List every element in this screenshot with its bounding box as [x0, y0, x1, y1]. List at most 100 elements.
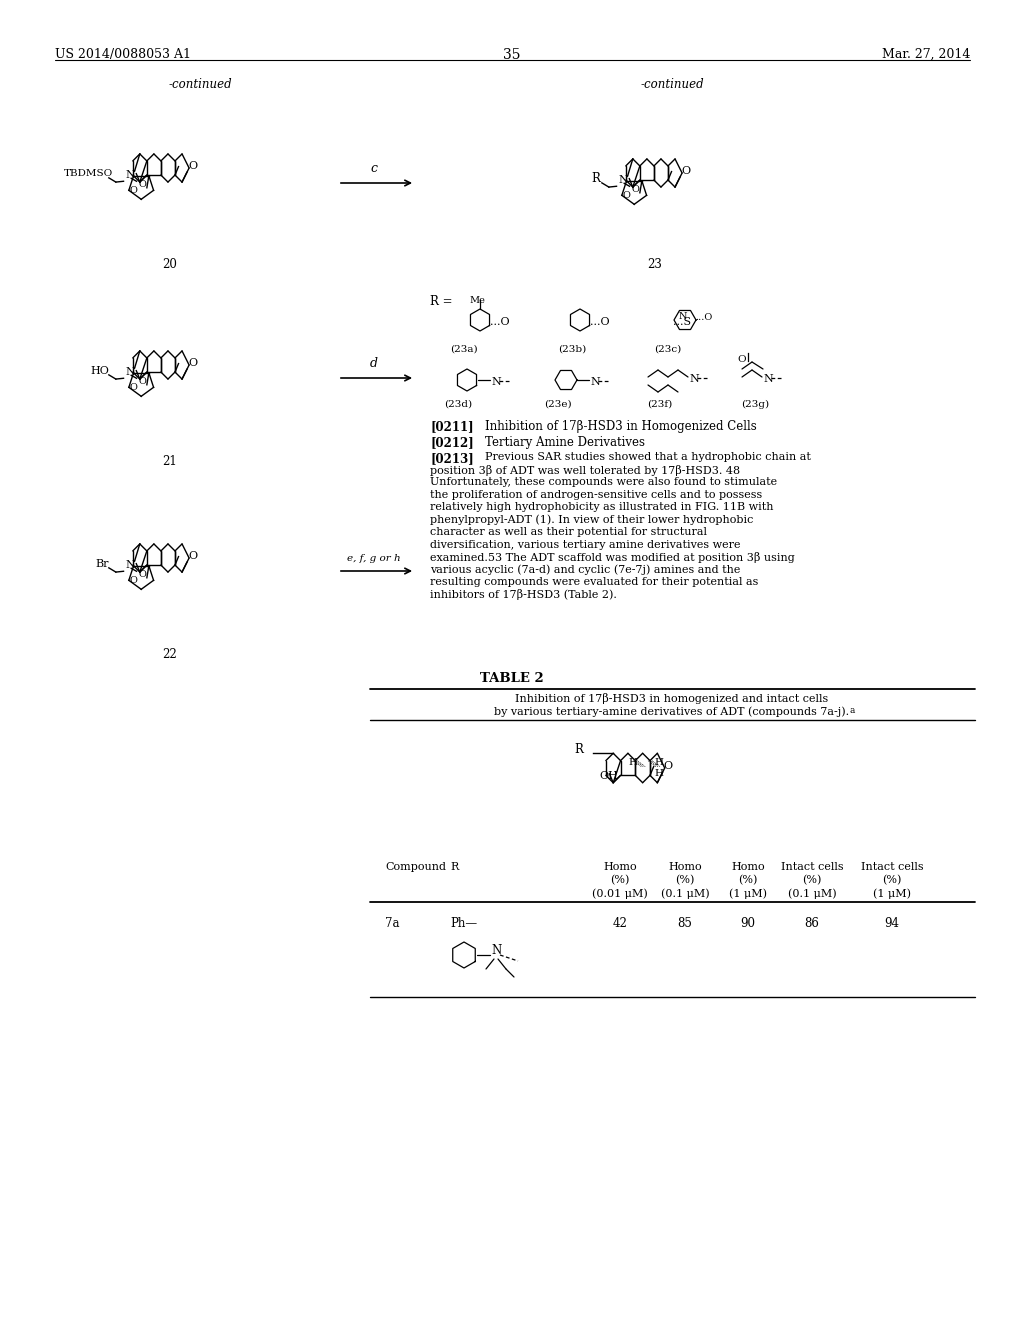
Text: O: O — [130, 383, 137, 392]
Text: N: N — [126, 560, 135, 570]
Text: -continued: -continued — [640, 78, 703, 91]
Text: d: d — [370, 356, 378, 370]
Text: O: O — [737, 355, 746, 364]
Text: R: R — [450, 862, 459, 873]
Text: Ph—: Ph— — [450, 917, 477, 931]
Text: O: O — [139, 570, 146, 578]
Text: 20: 20 — [163, 257, 177, 271]
Text: O: O — [623, 191, 631, 201]
Text: Me: Me — [469, 296, 485, 305]
Text: 94: 94 — [885, 917, 899, 931]
Text: N: N — [490, 945, 502, 957]
Text: by various tertiary-amine derivatives of ADT (compounds 7a-j).: by various tertiary-amine derivatives of… — [495, 706, 850, 717]
Text: OH: OH — [600, 771, 618, 781]
Text: [0212]: [0212] — [430, 436, 474, 449]
Text: (23d): (23d) — [444, 400, 472, 409]
Text: (%): (%) — [738, 875, 758, 886]
Text: ...S: ...S — [673, 317, 691, 327]
Text: Homo: Homo — [731, 862, 765, 873]
Text: O: O — [632, 185, 640, 194]
Text: 23: 23 — [647, 257, 663, 271]
Text: TBDMSO: TBDMSO — [63, 169, 113, 178]
Text: O: O — [139, 376, 146, 385]
Text: examined.53 The ADT scaffold was modified at position 3β using: examined.53 The ADT scaffold was modifie… — [430, 552, 795, 564]
Text: [0211]: [0211] — [430, 420, 474, 433]
Text: a: a — [850, 706, 855, 715]
Text: Mar. 27, 2014: Mar. 27, 2014 — [882, 48, 970, 61]
Text: (23b): (23b) — [558, 345, 586, 354]
Text: (23g): (23g) — [741, 400, 769, 409]
Text: O: O — [664, 762, 673, 771]
Text: N: N — [689, 374, 698, 384]
Text: N: N — [126, 170, 135, 181]
Text: c: c — [371, 162, 378, 176]
Text: N: N — [590, 378, 600, 387]
Text: -continued: -continued — [168, 78, 231, 91]
Text: (%): (%) — [803, 875, 821, 886]
Text: (0.1 μM): (0.1 μM) — [660, 888, 710, 899]
Text: US 2014/0088053 A1: US 2014/0088053 A1 — [55, 48, 191, 61]
Text: (23f): (23f) — [647, 400, 673, 409]
Text: (%): (%) — [610, 875, 630, 886]
Text: N: N — [126, 367, 135, 378]
Text: Br: Br — [96, 558, 110, 569]
Text: 90: 90 — [740, 917, 756, 931]
Text: N: N — [618, 176, 629, 185]
Text: O: O — [139, 180, 146, 189]
Text: ...O: ...O — [695, 313, 713, 322]
Text: H: H — [654, 758, 663, 767]
Text: HO: HO — [91, 366, 110, 376]
Text: character as well as their potential for structural: character as well as their potential for… — [430, 527, 707, 537]
Text: O: O — [130, 186, 137, 195]
Text: (%): (%) — [883, 875, 902, 886]
Text: ...O: ...O — [490, 317, 510, 327]
Text: (23e): (23e) — [544, 400, 571, 409]
Text: Inhibition of 17β-HSD3 in Homogenized Cells: Inhibition of 17β-HSD3 in Homogenized Ce… — [485, 420, 757, 433]
Text: (0.1 μM): (0.1 μM) — [787, 888, 837, 899]
Text: Homo: Homo — [669, 862, 701, 873]
Text: O: O — [130, 577, 137, 585]
Text: 85: 85 — [678, 917, 692, 931]
Text: position 3β of ADT was well tolerated by 17β-HSD3. 48: position 3β of ADT was well tolerated by… — [430, 465, 740, 475]
Text: diversification, various tertiary amine derivatives were: diversification, various tertiary amine … — [430, 540, 740, 549]
Text: Inhibition of 17β-HSD3 in homogenized and intact cells: Inhibition of 17β-HSD3 in homogenized an… — [515, 693, 828, 704]
Text: Compound: Compound — [385, 862, 446, 873]
Text: Tertiary Amine Derivatives: Tertiary Amine Derivatives — [485, 436, 645, 449]
Text: (23c): (23c) — [654, 345, 682, 354]
Text: 42: 42 — [612, 917, 628, 931]
Text: (1 μM): (1 μM) — [873, 888, 911, 899]
Text: (%): (%) — [675, 875, 694, 886]
Text: O: O — [188, 552, 197, 561]
Text: 7a: 7a — [385, 917, 399, 931]
Text: O: O — [188, 161, 197, 172]
Text: Homo: Homo — [603, 862, 637, 873]
Text: TABLE 2: TABLE 2 — [480, 672, 544, 685]
Text: R =: R = — [430, 294, 453, 308]
Text: 21: 21 — [163, 455, 177, 469]
Text: N: N — [763, 374, 773, 384]
Text: the proliferation of androgen-sensitive cells and to possess: the proliferation of androgen-sensitive … — [430, 490, 762, 499]
Text: (23a): (23a) — [451, 345, 478, 354]
Text: H: H — [629, 758, 638, 767]
Text: inhibitors of 17β-HSD3 (Table 2).: inhibitors of 17β-HSD3 (Table 2). — [430, 590, 616, 601]
Text: Intact cells: Intact cells — [861, 862, 924, 873]
Text: Previous SAR studies showed that a hydrophobic chain at: Previous SAR studies showed that a hydro… — [485, 451, 811, 462]
Text: 86: 86 — [805, 917, 819, 931]
Text: e, f, g or h: e, f, g or h — [347, 554, 400, 564]
Text: R: R — [592, 173, 601, 185]
Text: N: N — [490, 378, 501, 387]
Text: O: O — [188, 358, 197, 368]
Text: H: H — [654, 770, 663, 779]
Text: 22: 22 — [163, 648, 177, 661]
Text: resulting compounds were evaluated for their potential as: resulting compounds were evaluated for t… — [430, 577, 759, 587]
Text: [0213]: [0213] — [430, 451, 474, 465]
Text: Unfortunately, these compounds were also found to stimulate: Unfortunately, these compounds were also… — [430, 477, 777, 487]
Text: relatively high hydrophobicity as illustrated in FIG. 11B with: relatively high hydrophobicity as illust… — [430, 502, 773, 512]
Text: ...O: ...O — [590, 317, 609, 327]
Text: 35: 35 — [503, 48, 521, 62]
Text: (1 μM): (1 μM) — [729, 888, 767, 899]
Text: phenylpropyl-ADT (1). In view of their lower hydrophobic: phenylpropyl-ADT (1). In view of their l… — [430, 515, 754, 525]
Text: various acyclic (7a-d) and cyclic (7e-7j) amines and the: various acyclic (7a-d) and cyclic (7e-7j… — [430, 565, 740, 576]
Text: O: O — [681, 166, 690, 177]
Text: Intact cells: Intact cells — [780, 862, 844, 873]
